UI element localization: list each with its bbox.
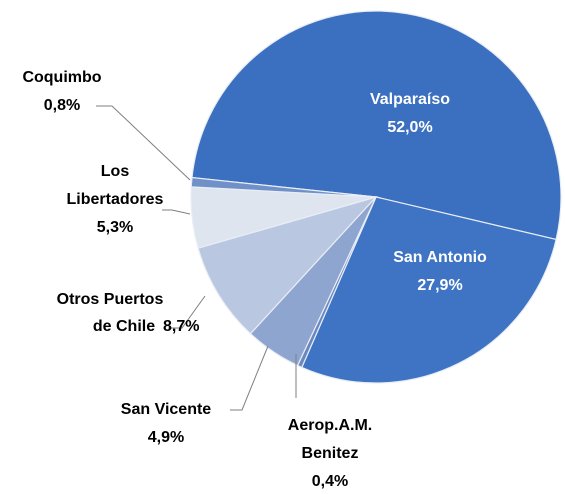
value-label: 52,0% [387, 119, 432, 136]
pie-slice [190, 176, 377, 198]
slice-label: Otros Puertos de Chile [57, 291, 164, 335]
slice-label: Coquimbo [22, 69, 101, 86]
slice-label: San Antonio [393, 249, 487, 266]
value-label: 0,8% [44, 97, 80, 114]
label-line: Benitez [302, 445, 359, 462]
pie-slice [191, 10, 562, 241]
leader-lines [96, 105, 297, 411]
label-line: Otros Puertos [57, 291, 164, 308]
pie-slice [197, 195, 378, 335]
slice-label: Valparaíso [370, 91, 450, 108]
slice-label: San Vicente [121, 401, 212, 418]
slice-label: Aerop.A.M. Benitez [288, 417, 372, 462]
leader-line [162, 209, 191, 215]
value-label: 4,9% [148, 429, 184, 446]
label-line: Los [101, 163, 130, 180]
value-label: 8,7% [163, 318, 199, 335]
label-line: Aerop.A.M. [288, 417, 372, 434]
label-line: de Chile [93, 318, 155, 335]
pie-slice [301, 196, 557, 384]
value-label: 0,4% [312, 473, 348, 490]
pie [190, 10, 562, 384]
leader-line [230, 345, 269, 411]
value-label: 27,9% [417, 277, 462, 294]
leader-line [168, 295, 206, 329]
slice-label: Los Libertadores [67, 163, 164, 208]
value-label: 5,3% [97, 219, 133, 236]
leader-line [96, 105, 191, 181]
label-line: Libertadores [67, 191, 164, 208]
